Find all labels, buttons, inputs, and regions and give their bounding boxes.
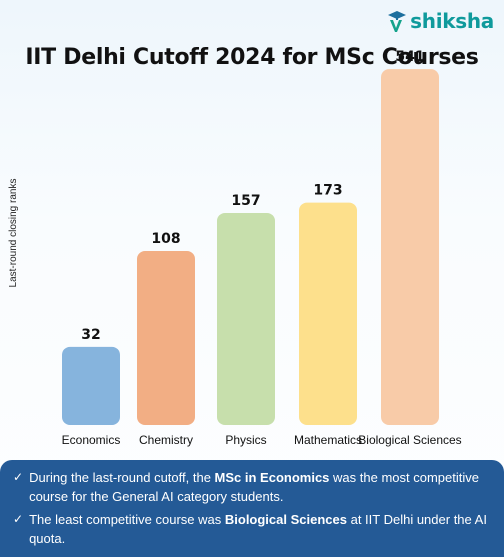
data-label: 32 — [81, 327, 100, 343]
bar-physics — [217, 212, 275, 425]
category-label: Physics — [225, 433, 266, 447]
chart-title: IIT Delhi Cutoff 2024 for MSc Courses — [25, 45, 479, 70]
note-text: The least competitive course was Biologi… — [29, 512, 487, 546]
shiksha-logo: shiksha — [386, 8, 494, 34]
bar-mathematics — [299, 202, 357, 425]
category-label: Chemistry — [139, 433, 193, 447]
category-label: Biological Sciences — [358, 433, 461, 447]
note-text: During the last-round cutoff, the MSc in… — [29, 470, 479, 504]
category-label: Mathematics — [294, 433, 362, 447]
graduation-cap-icon — [388, 11, 407, 32]
note-2: ✓ The least competitive course was Biolo… — [13, 510, 494, 548]
category-label: Economics — [62, 433, 121, 447]
bar-chemistry — [137, 250, 195, 425]
logo-text: shiksha — [410, 9, 494, 33]
check-icon: ✓ — [13, 470, 24, 484]
check-icon: ✓ — [13, 512, 24, 526]
data-label: 108 — [151, 231, 180, 247]
bar-chart: 32 Economics 108 Chemistry 157 Physics 173 Math… — [62, 49, 462, 447]
data-label: 157 — [231, 193, 260, 209]
bar-biological-sciences — [381, 69, 439, 425]
note-1: ✓ During the last-round cutoff, the MSc … — [13, 468, 494, 506]
data-label: 541 — [395, 49, 424, 65]
bar-economics — [62, 346, 120, 425]
summary-panel: ✓ During the last-round cutoff, the MSc … — [0, 460, 504, 557]
data-label: 173 — [313, 183, 342, 199]
